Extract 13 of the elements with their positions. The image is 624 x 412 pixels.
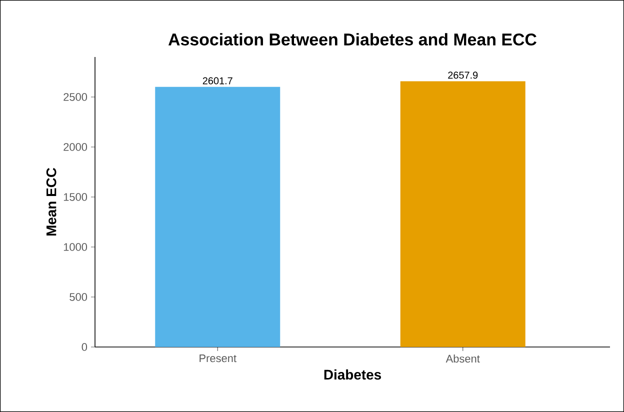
data-label: 2601.7	[202, 77, 232, 84]
y-tick-label: 1000	[64, 243, 88, 251]
data-label: 2657.9	[448, 72, 478, 79]
y-axis-title: Mean ECC	[46, 168, 56, 236]
x-axis-title: Diabetes	[324, 369, 381, 380]
y-tick-label: 2000	[64, 143, 88, 151]
y-tick-label: 0	[82, 343, 88, 351]
y-tick-label: 500	[70, 293, 88, 301]
chart-title: Association Between Diabetes and Mean ECC	[168, 33, 536, 46]
x-tick-label: Absent	[446, 354, 480, 363]
y-tick-label: 1500	[64, 193, 88, 201]
y-tick-label: 2500	[64, 93, 88, 101]
x-tick-label: Present	[200, 354, 236, 362]
